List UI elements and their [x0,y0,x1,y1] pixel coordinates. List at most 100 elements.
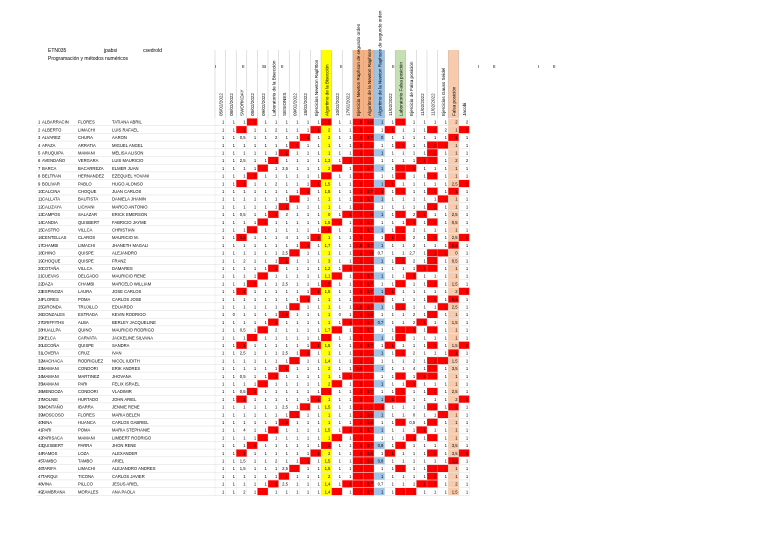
grade-cell: 1 [434,235,437,240]
student-first-name: JENNIE RENE [112,405,140,410]
grade-cell: 1 [286,474,289,479]
student-surname: PILLCO [78,482,94,487]
grade-cell: 1 [275,266,278,271]
grade-cell: 1 [286,204,289,209]
grade-cell-bg [299,403,311,411]
grade-cell: 1 [307,189,310,194]
grade-cell: 1 [307,228,310,233]
student-first-name: MIGUEL ANGEL [112,143,144,148]
student-surname: ALVAREZ [42,135,61,140]
student-surname: GIRONDA [42,305,62,310]
grade-cell-bg [374,349,385,357]
grade-cell: 1 [307,220,310,225]
grade-cell: 1 [328,351,331,356]
grade-cell: 1 [434,135,437,140]
grade-cell: 1 [275,397,278,402]
grade-cell-bg [321,349,332,357]
grade-cell-bg [374,403,385,411]
grade-cell: 1 [466,335,469,340]
student-first-name: JOHN ARIEL [112,397,137,402]
grade-cell: 1 [445,135,448,140]
grade-cell-bg [416,210,427,218]
grade-cell-bg [448,156,459,164]
grade-cell: 1 [445,297,448,302]
grade-cell: 1 [222,297,225,302]
grade-cell: 1 [445,428,448,433]
grade-cell: 1 [455,382,458,387]
grade-cell-bg [374,318,385,326]
grade-cell-bg [321,195,332,203]
grade-cell: 1 [243,197,246,202]
grade-cell: 1 [233,289,236,294]
grade-cell: 1 [275,212,278,217]
grade-cell: 1 [445,258,448,263]
grade-cell-bg [363,272,374,280]
grade-cell-bg [395,233,406,241]
student-first-name: JHOVANA [112,374,132,379]
grade-cell-bg [321,480,332,488]
grade-cell: 1 [243,204,246,209]
grade-cell: 1 [381,181,384,186]
grade-cell: 1 [434,382,437,387]
grade-cell: 3,5 [452,366,458,371]
grade-cell: 1 [455,466,458,471]
grade-cell: 1 [360,212,363,217]
row-number: 11 [38,197,43,202]
grade-cell: 1 [381,204,384,209]
grade-cell: 1 [349,243,352,248]
grade-cell: 1 [264,420,267,425]
grade-cell-bg [321,341,332,349]
grade-cell: 1 [307,389,310,394]
grade-cell-bg [405,488,417,496]
grade-cell: 1 [413,451,416,456]
grade-cell-bg [448,449,459,457]
grade-cell-bg [448,180,459,188]
column-header-bg [374,50,385,118]
grade-cell: 1 [286,174,289,179]
grade-cell: 1 [264,335,267,340]
grade-cell: 1 [233,335,236,340]
grade-cell-bg [321,180,332,188]
grade-cell: 1 [349,351,352,356]
grade-cell-bg [395,118,406,126]
grade-cell-bg [416,156,427,164]
grade-cell: 1 [445,251,448,256]
grade-cell: 1 [307,127,310,132]
grade-cell-bg [352,141,364,149]
grade-cell: 1 [286,412,289,417]
grade-cell: 1 [307,474,310,479]
row-number: 21 [38,274,43,279]
grade-cell: 1 [392,351,395,356]
grade-cell: 1 [233,374,236,379]
grade-cell: 1 [339,428,342,433]
grade-cell: 1 [339,474,342,479]
grade-cell: 1 [349,174,352,179]
grade-cell: 1 [434,174,437,179]
student-surname: DAZA [42,281,53,286]
grade-cell: 1 [349,466,352,471]
student-surname: DELGADO [78,274,99,279]
grade-cell: 1 [254,158,257,163]
grade-cell: 1 [434,459,437,464]
grade-cell-bg [427,172,438,180]
grade-cell: 1 [233,151,236,156]
grade-cell: 1 [233,212,236,217]
grade-cell: 1 [243,397,246,402]
grade-cell-bg [448,357,459,365]
student-first-name: LIMBERT RODRIGO [112,435,152,440]
grade-cell: 1 [360,374,363,379]
grade-cell-bg [448,395,459,403]
grade-cell-bg [363,195,374,203]
grade-cell: 1 [328,297,331,302]
grade-cell: 1 [370,158,373,163]
grade-cell-bg [448,203,459,211]
grade-cell: 1 [233,251,236,256]
grade-cell-bg [384,341,396,349]
grade-cell: 1 [243,166,246,171]
grade-cell: 1 [264,189,267,194]
grade-cell: 1 [360,466,363,471]
grade-cell: 1 [317,220,320,225]
grade-cell-bg [352,395,364,403]
grade-cell: 1 [286,289,289,294]
student-surname: BOLIVAR [42,181,60,186]
